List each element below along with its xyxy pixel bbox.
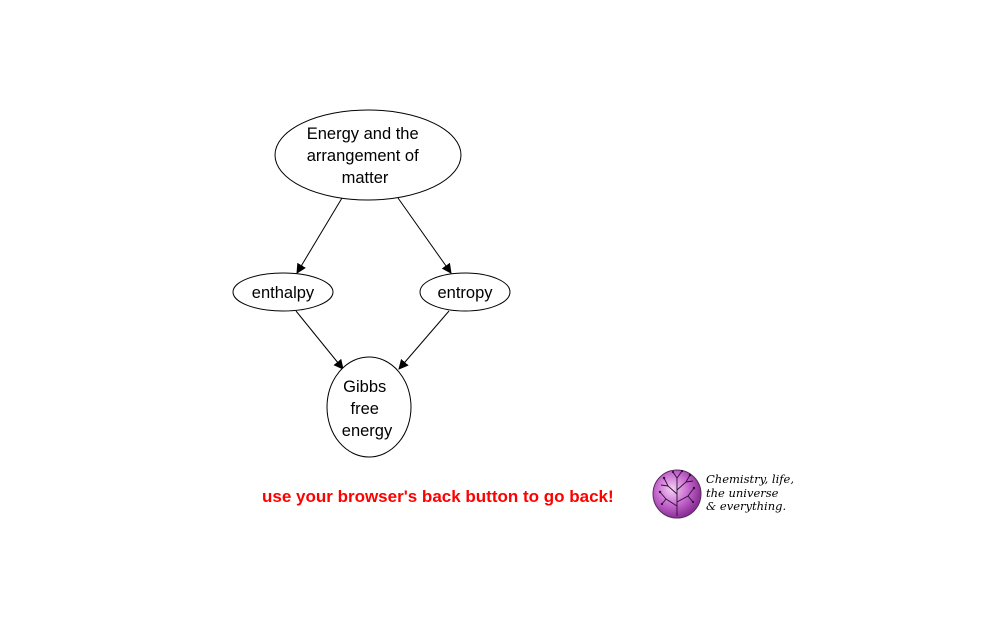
- edge-root-to-entropy: [397, 197, 452, 274]
- node-gibbs-line-2: free: [350, 400, 378, 418]
- node-gibbs-line-1: Gibbs: [343, 378, 386, 396]
- node-enthalpy: enthalpy: [232, 272, 334, 312]
- node-gibbs-line-3: energy: [342, 422, 393, 440]
- svg-text:Energy and the arrangeme: Energy and the arrangement of matter: [307, 125, 424, 187]
- node-entropy: entropy: [419, 272, 511, 312]
- edge-entropy-to-gibbs: [398, 310, 450, 370]
- node-root-line-2: arrangement of: [307, 147, 419, 165]
- edge-root-to-enthalpy: [296, 197, 343, 274]
- logo-text: Chemistry, life, the universe & everythi…: [706, 472, 794, 514]
- logo-line-1: Chemistry, life,: [706, 472, 794, 486]
- node-energy-arrangement-of-matter: Energy and the arrangement of matter: [274, 109, 462, 201]
- node-entropy-label: entropy: [437, 284, 493, 302]
- node-gibbs-free-energy: Gibbs free energy: [326, 356, 412, 458]
- node-enthalpy-label: enthalpy: [252, 284, 315, 302]
- svg-text:Gibbs free energy: Gibbs free energy: [342, 378, 393, 440]
- svg-text:enthalpy: enthalpy: [252, 284, 315, 302]
- tree-of-life-globe-icon: [652, 469, 702, 519]
- logo-line-2: the universe: [706, 485, 779, 500]
- svg-text:entropy: entropy: [437, 284, 493, 302]
- site-logo: Chemistry, life, the universe & everythi…: [652, 466, 802, 522]
- node-root-line-1: Energy and the: [307, 125, 419, 143]
- node-root-line-3: matter: [342, 169, 389, 187]
- edge-enthalpy-to-gibbs: [295, 310, 344, 370]
- logo-line-3: & everything.: [706, 499, 787, 513]
- back-button-note: use your browser's back button to go bac…: [262, 487, 614, 506]
